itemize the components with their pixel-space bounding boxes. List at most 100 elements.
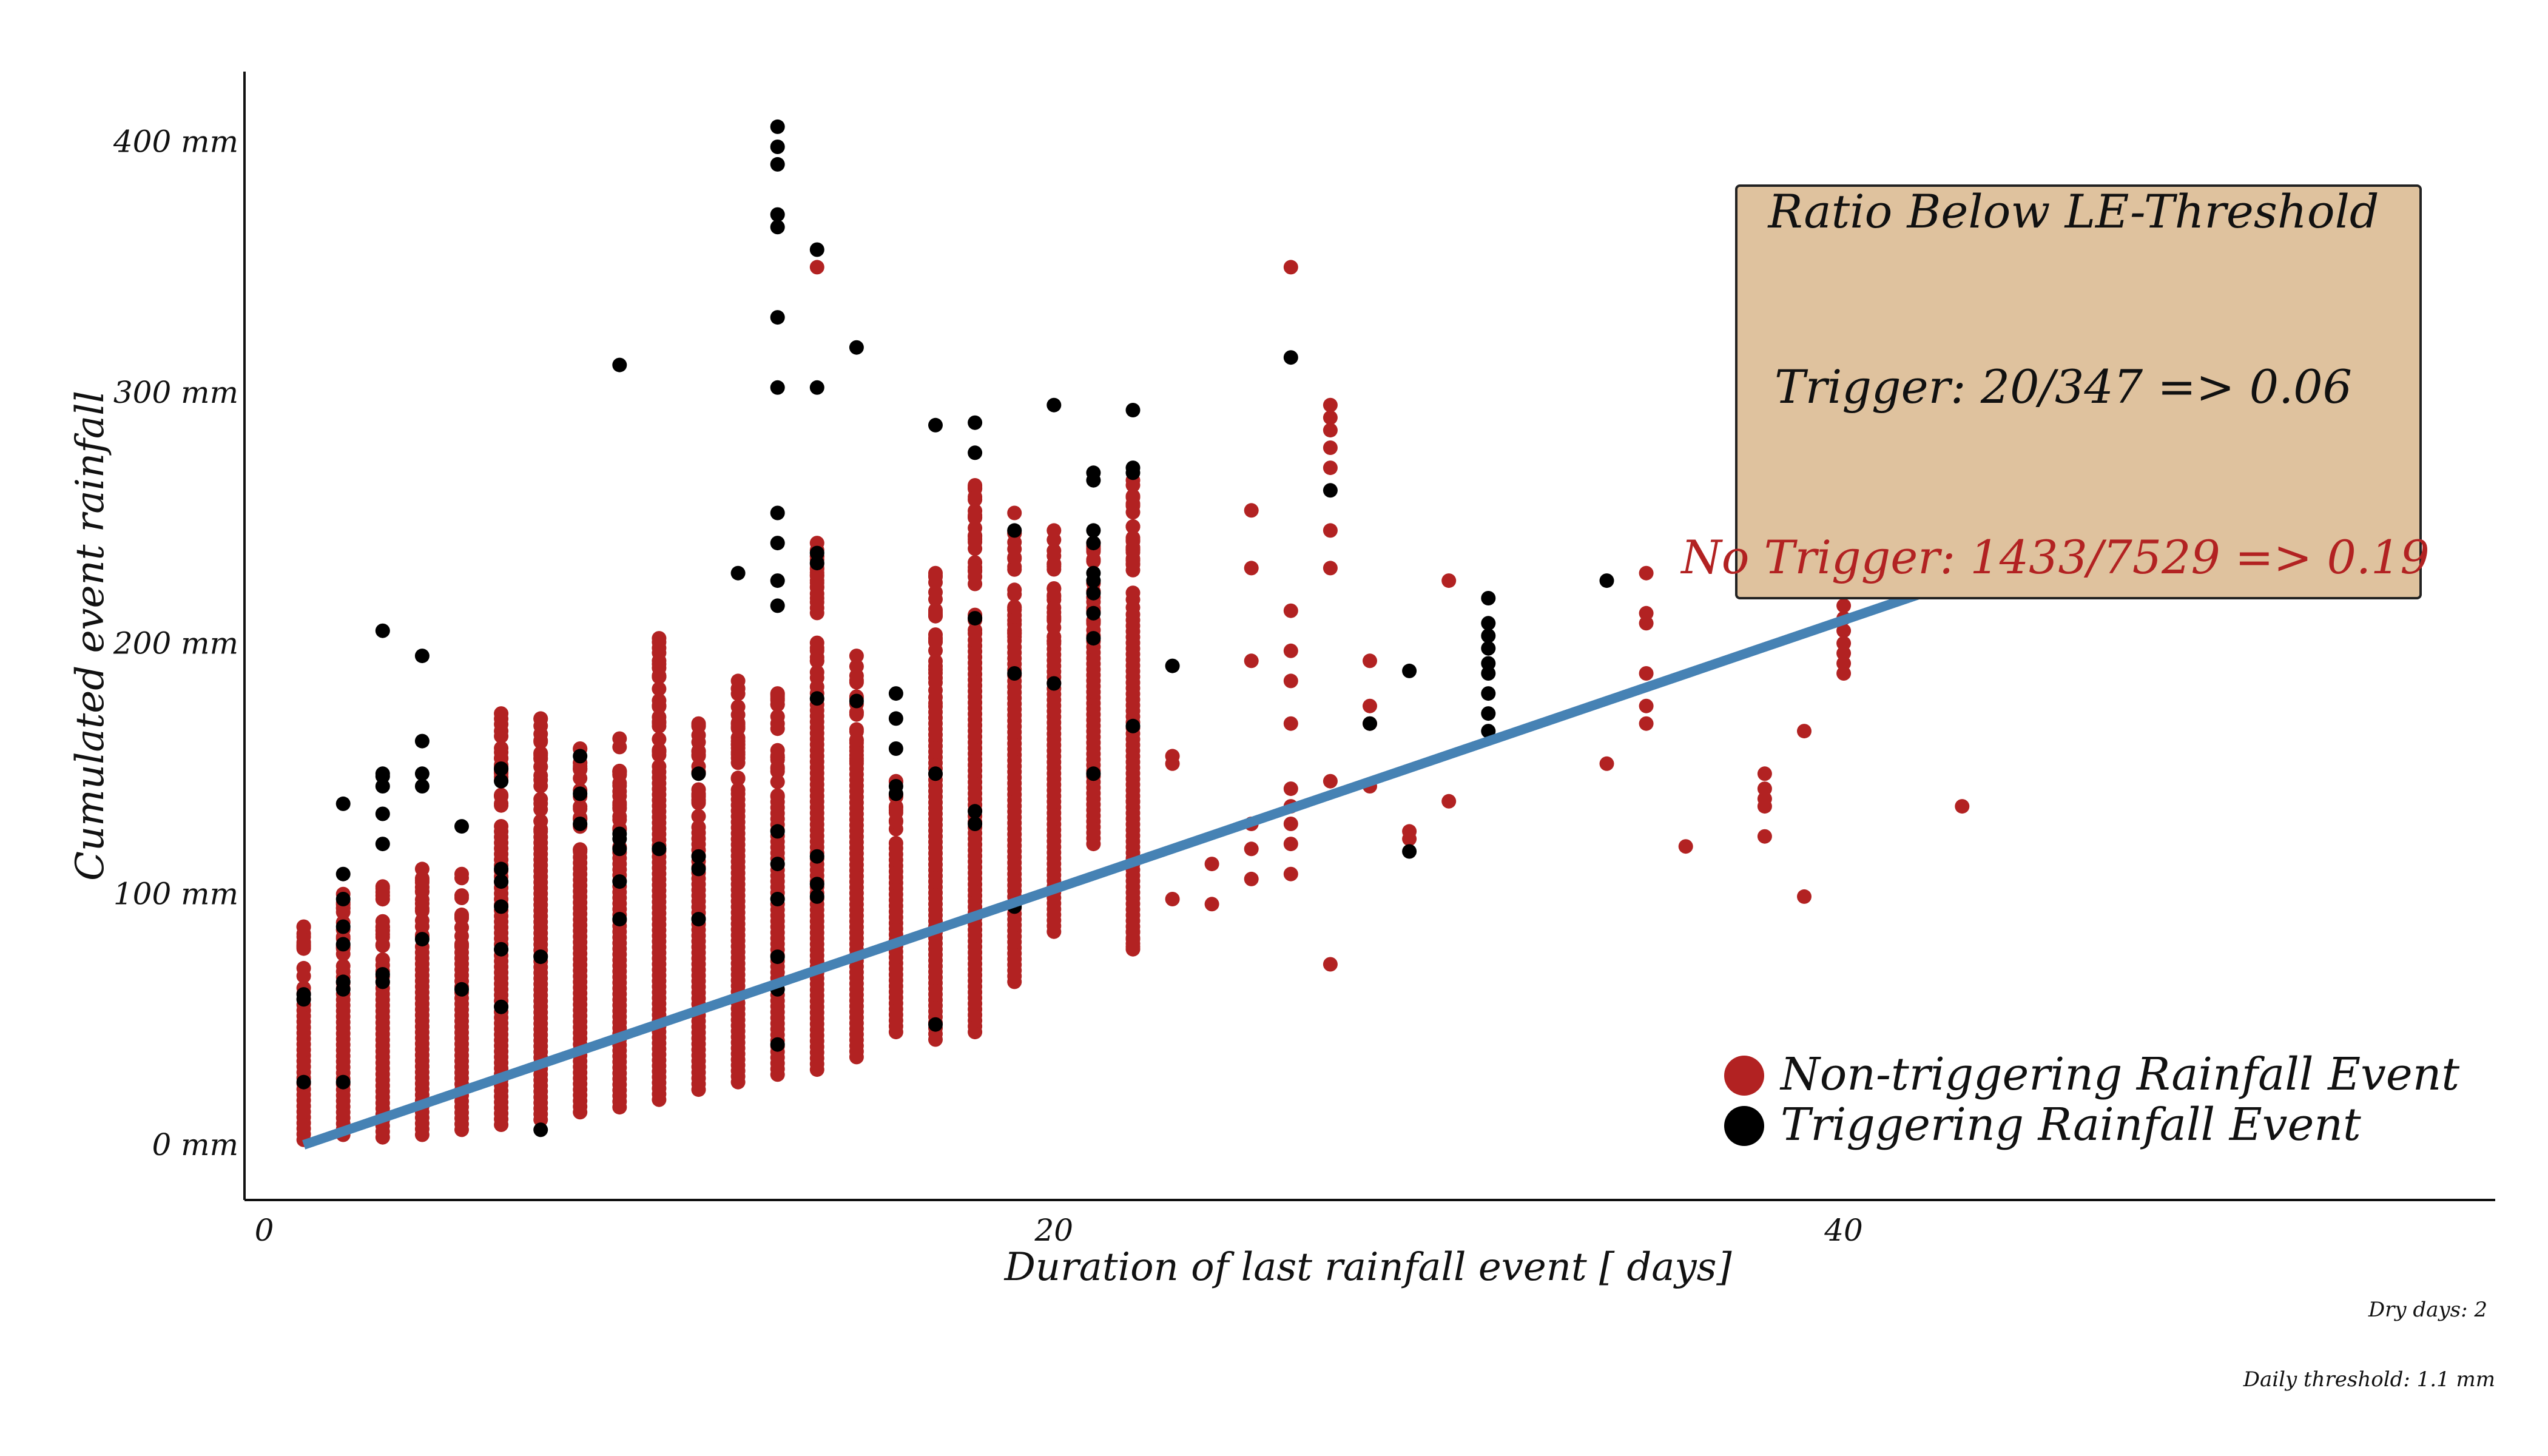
data-point [928, 417, 943, 433]
data-point [414, 861, 430, 877]
data-point [770, 760, 785, 775]
data-point [612, 778, 627, 794]
data-point [691, 849, 706, 864]
data-point [612, 800, 627, 815]
data-point [533, 949, 548, 965]
data-point [1244, 871, 1259, 886]
data-point [1125, 939, 1141, 954]
data-point [1086, 554, 1101, 569]
data-point [809, 556, 824, 571]
data-point [494, 774, 509, 789]
data-point [494, 716, 509, 732]
data-point [809, 545, 824, 561]
data-point [335, 937, 351, 952]
data-point [612, 912, 627, 927]
data-point [494, 798, 509, 813]
data-point [1481, 629, 1496, 643]
data-point [1836, 623, 1852, 638]
data-point [612, 731, 627, 746]
data-point [533, 772, 548, 787]
data-point [414, 733, 430, 749]
data-point [1836, 645, 1852, 661]
data-point [888, 711, 903, 726]
data-point [770, 310, 785, 325]
data-point [1678, 839, 1693, 854]
data-point [612, 357, 627, 372]
data-point [375, 938, 390, 953]
annotation-box-background [1735, 184, 2422, 599]
data-point [691, 766, 706, 781]
data-point [375, 779, 390, 794]
data-point [730, 771, 746, 786]
data-point [375, 914, 390, 929]
data-point [1283, 673, 1298, 689]
data-point [888, 841, 903, 856]
data-point [691, 809, 706, 824]
x-tick-label: 0 [255, 1213, 274, 1248]
data-point [494, 787, 509, 803]
data-point [1125, 718, 1141, 733]
data-point [1283, 260, 1298, 275]
data-point [1323, 774, 1338, 789]
data-point [1283, 643, 1298, 658]
data-point [296, 987, 311, 1002]
data-point [730, 673, 746, 689]
data-point [1125, 403, 1141, 417]
data-point [1125, 794, 1141, 809]
data-point [770, 573, 785, 588]
data-point [928, 682, 943, 698]
data-point [691, 912, 706, 927]
data-point [296, 919, 311, 934]
data-point [1046, 676, 1062, 691]
data-point [1283, 350, 1298, 365]
data-point [1639, 605, 1654, 621]
data-point [1283, 781, 1298, 797]
data-point [335, 892, 351, 906]
data-point [770, 119, 785, 134]
axes [243, 72, 2495, 1201]
data-point [730, 716, 746, 732]
footnote-daily-threshold: Daily threshold: 1.1 mm [2243, 1367, 2495, 1392]
data-point [770, 892, 785, 906]
data-point [1046, 397, 1062, 413]
data-point [1323, 561, 1338, 576]
data-point [691, 820, 706, 835]
data-point [1283, 716, 1298, 731]
data-point [1283, 817, 1298, 831]
data-point [375, 879, 390, 894]
data-point [1481, 616, 1496, 631]
data-point [770, 949, 785, 965]
data-point [1323, 410, 1338, 425]
data-point [1639, 616, 1654, 631]
data-point [1639, 565, 1654, 581]
data-point [1639, 666, 1654, 681]
data-point [968, 622, 983, 638]
x-tick-label: 40 [1824, 1213, 1863, 1248]
data-point [928, 632, 943, 647]
data-point [730, 741, 746, 756]
data-point [296, 968, 311, 983]
data-point [652, 744, 667, 759]
data-point [770, 789, 785, 804]
data-point [1441, 794, 1457, 809]
data-point [968, 611, 983, 626]
data-point [968, 804, 983, 819]
data-point [809, 877, 824, 892]
data-point [968, 478, 983, 493]
data-point [1323, 483, 1338, 498]
data-point [533, 746, 548, 761]
data-point [494, 999, 509, 1014]
data-point [849, 649, 864, 664]
data-point [849, 673, 864, 688]
data-point [968, 534, 983, 550]
y-tick-label: 400 mm [113, 124, 238, 160]
data-point [770, 536, 785, 551]
annotation-box-title: Ratio Below LE-Threshold [1767, 184, 2379, 238]
data-point [573, 786, 588, 801]
data-point [1046, 523, 1062, 538]
data-point [652, 732, 667, 747]
data-point [1244, 653, 1259, 669]
data-point [454, 982, 469, 997]
triggering-points [296, 119, 1614, 1138]
x-tick-label: 20 [1034, 1213, 1073, 1248]
